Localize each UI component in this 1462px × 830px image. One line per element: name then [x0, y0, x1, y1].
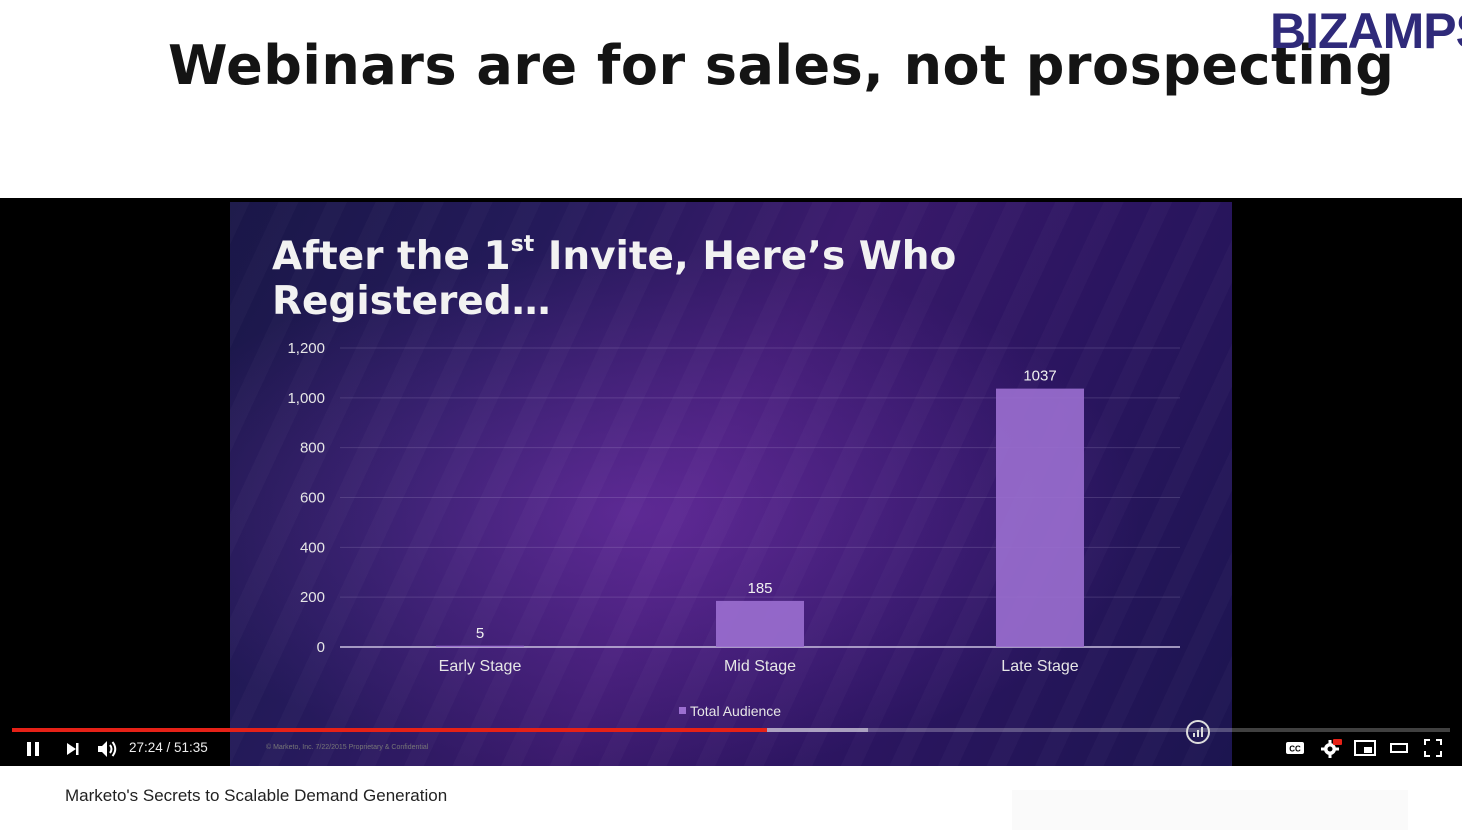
- video-title-rest: Invite, Here’s Who Registered…: [272, 234, 957, 324]
- registration-bar-chart: 0 200 400 600 800 1,000 1,200 5 Early Stage 185 Mi…: [287, 340, 1180, 719]
- y-tick-label: 600: [300, 490, 325, 507]
- data-label: 5: [476, 625, 484, 642]
- bizamps-logo: BIZAMPS: [1270, 3, 1462, 59]
- slide-corner-badge-icon: [1186, 720, 1210, 744]
- y-tick-label: 800: [300, 440, 325, 457]
- time-display: 27:24 / 51:35: [129, 740, 208, 755]
- miniplayer-icon[interactable]: [1354, 740, 1376, 756]
- x-tick-label: Mid Stage: [724, 658, 796, 675]
- legend-label: Total Audience: [690, 703, 781, 719]
- video-player[interactable]: After the 1st Invite, Here’s Who Registe…: [0, 198, 1462, 766]
- video-title-sup: st: [510, 232, 535, 257]
- x-tick-label: Early Stage: [439, 658, 522, 675]
- video-frame[interactable]: After the 1st Invite, Here’s Who Registe…: [230, 202, 1232, 766]
- side-panel: [1012, 790, 1408, 830]
- legend-swatch: [679, 707, 686, 714]
- captions-icon[interactable]: CC: [1285, 741, 1305, 755]
- slide-title: Webinars are for sales, not prospecting: [168, 34, 1395, 97]
- y-tick-label: 200: [300, 589, 325, 606]
- x-tick-label: Late Stage: [1001, 658, 1079, 675]
- y-tick-label: 0: [317, 639, 325, 656]
- data-label: 1037: [1023, 368, 1056, 385]
- data-label: 185: [747, 580, 772, 597]
- progress-played: [12, 728, 767, 732]
- y-tick-label: 1,200: [287, 340, 325, 357]
- video-slide-title: After the 1st Invite, Here’s Who Registe…: [272, 232, 1232, 324]
- svg-text:CC: CC: [1289, 745, 1301, 754]
- bar: [436, 645, 524, 647]
- video-title-main: After the 1: [272, 234, 511, 279]
- skip-next-icon[interactable]: [66, 742, 80, 756]
- theater-mode-icon[interactable]: [1390, 742, 1408, 754]
- volume-icon[interactable]: [97, 740, 119, 758]
- settings-gear-icon[interactable]: [1320, 738, 1342, 758]
- slide-footer-watermark: © Marketo, Inc. 7/22/2015 Proprietary & …: [266, 744, 429, 751]
- y-tick-label: 1,000: [287, 390, 325, 407]
- video-title-caption[interactable]: Marketo's Secrets to Scalable Demand Gen…: [65, 786, 448, 805]
- y-tick-label: 400: [300, 539, 325, 556]
- bar: [996, 388, 1084, 647]
- pause-icon[interactable]: [26, 741, 40, 757]
- bar: [716, 600, 804, 647]
- fullscreen-icon[interactable]: [1424, 739, 1442, 757]
